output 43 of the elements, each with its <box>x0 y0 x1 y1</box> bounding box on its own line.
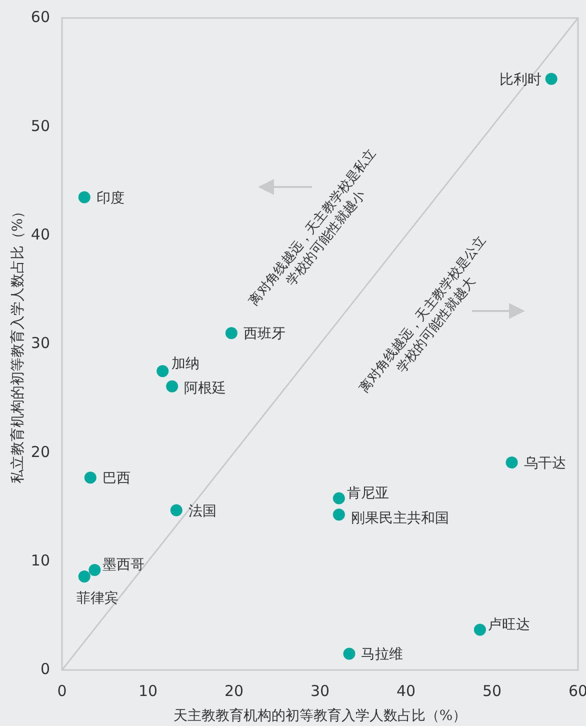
x-tick-label: 10 <box>138 682 158 700</box>
x-tick-label: 50 <box>482 682 502 700</box>
point <box>332 492 345 504</box>
y-tick-label: 60 <box>30 8 50 26</box>
point <box>545 72 558 85</box>
series-label: 印度 <box>96 190 124 206</box>
point <box>88 564 101 576</box>
series-label: 菲律宾 <box>76 590 118 607</box>
y-tick-label: 10 <box>30 551 50 570</box>
series-label: 阿根廷 <box>184 380 226 396</box>
x-tick-label: 0 <box>57 682 67 700</box>
series-label: 巴西 <box>102 470 130 487</box>
x-axis-title: 天主教教育机构的初等教育入学人数占比（%） <box>173 707 467 724</box>
series-label: 马拉维 <box>361 646 404 663</box>
y-tick-label: 40 <box>30 225 50 244</box>
series-label: 墨西哥 <box>102 557 145 574</box>
point <box>343 648 356 660</box>
point <box>474 624 486 636</box>
x-tick-label: 40 <box>396 682 416 700</box>
point <box>84 472 96 484</box>
x-tick-label: 20 <box>224 682 244 700</box>
series-label: 西班牙 <box>243 326 286 342</box>
y-axis-title: 私立教育机构的初等教育入学人数占比（%） <box>9 204 26 484</box>
point <box>78 570 90 583</box>
series-label: 乌干达 <box>524 455 566 472</box>
y-tick-label: 0 <box>40 660 50 678</box>
point <box>156 365 169 378</box>
x-tick-label: 30 <box>310 682 330 700</box>
y-tick-label: 20 <box>30 442 50 461</box>
point <box>166 380 178 392</box>
series-label: 肯尼亚 <box>346 485 389 502</box>
y-tick-label: 30 <box>30 334 50 352</box>
point <box>506 456 518 468</box>
series-label: 卢旺达 <box>488 616 530 633</box>
series-label: 法国 <box>188 503 216 520</box>
point <box>225 327 238 340</box>
point <box>332 508 345 521</box>
point <box>170 504 182 516</box>
series-label: 加纳 <box>172 356 200 372</box>
series-label: 刚果民主共和国 <box>350 510 449 527</box>
point <box>78 191 90 204</box>
y-tick-label: 50 <box>30 116 50 135</box>
series-label: 比利时 <box>499 72 542 88</box>
